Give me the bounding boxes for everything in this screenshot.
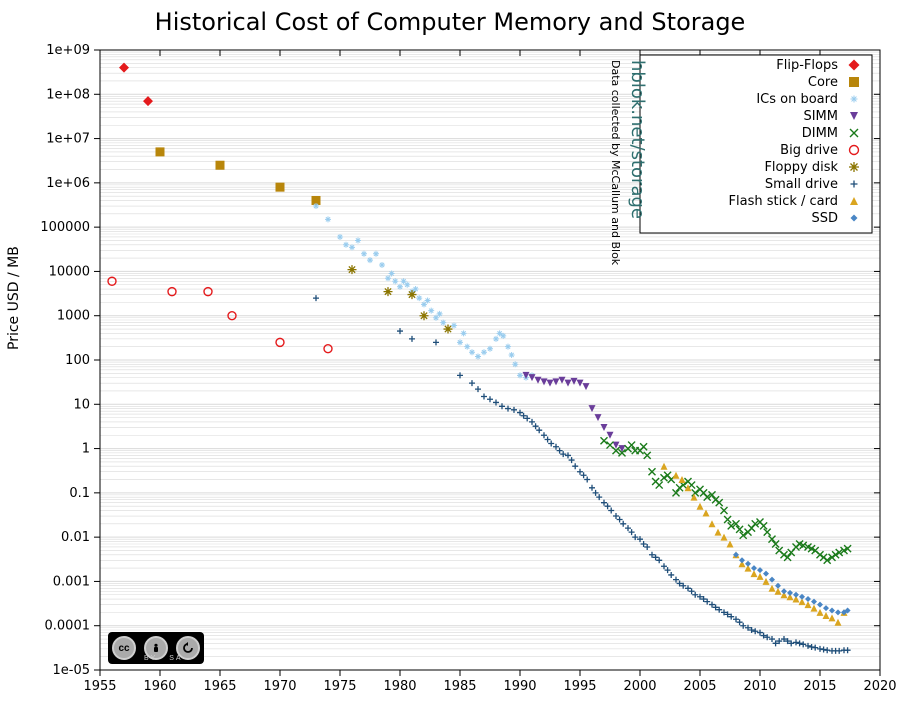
legend-item-label: SIMM <box>803 109 838 124</box>
y-tick-label: 1e+07 <box>46 132 90 147</box>
x-tick-label: 2000 <box>623 679 656 694</box>
series-ics <box>313 203 535 381</box>
legend-item-label: Core <box>808 75 838 90</box>
x-tick-label: 1995 <box>563 679 596 694</box>
legend-item-label: Flip-Flops <box>776 58 838 73</box>
y-tick-label: 10000 <box>49 264 90 279</box>
x-tick-label: 1985 <box>443 679 476 694</box>
x-tick-label: 2020 <box>863 679 896 694</box>
y-tick-label: 0.1 <box>69 486 90 501</box>
y-tick-label: 100 <box>65 353 90 368</box>
watermark-credit: Data collected by McCallum and Blok <box>609 60 622 266</box>
series-flipflops <box>119 63 153 107</box>
y-tick-label: 0.0001 <box>45 619 91 634</box>
x-tick-label: 1975 <box>323 679 356 694</box>
y-tick-label: 1e+08 <box>46 87 90 102</box>
chart-area: 1955 1960 1965 1970 1975 1980 1985 1990 1995 2000… <box>0 0 900 704</box>
y-tick-label: 1000 <box>57 309 90 324</box>
y-tick-label: 100000 <box>40 220 90 235</box>
x-tick-label: 1955 <box>83 679 116 694</box>
chart-svg: 1955 1960 1965 1970 1975 1980 1985 1990 1995 2000… <box>0 0 900 700</box>
series-simm <box>523 372 626 452</box>
x-tick-label: 1970 <box>263 679 296 694</box>
series-smalldrive <box>313 295 851 654</box>
y-tick-label: 1e+06 <box>46 176 90 191</box>
legend-item-label: Small drive <box>765 177 838 192</box>
series-floppy <box>348 265 453 333</box>
x-tick-label: 1980 <box>383 679 416 694</box>
y-tick-label: 1 <box>82 442 90 457</box>
x-tick-label: 1990 <box>503 679 536 694</box>
series-dimm <box>601 437 852 564</box>
watermark-url: hblok.net/storage <box>627 60 648 219</box>
x-tick-label: 2010 <box>743 679 776 694</box>
legend-item-label: Floppy disk <box>764 160 838 175</box>
series-bigdrive <box>108 277 332 352</box>
x-tick-label: 1960 <box>143 679 176 694</box>
cc-sa-text: SA <box>169 655 182 662</box>
y-tick-label: 0.001 <box>53 574 90 589</box>
cc-logo-icon: cc <box>112 636 136 660</box>
legend-item-label: Flash stick / card <box>729 194 838 209</box>
legend-item-label: SSD <box>811 211 838 226</box>
legend-item-label: DIMM <box>802 126 838 141</box>
cc-by-text: BY <box>144 655 157 662</box>
cc-by-sa-badge: cc BY SA <box>108 632 204 664</box>
y-tick-label: 1e+09 <box>46 43 90 58</box>
x-tick-label: 2005 <box>683 679 716 694</box>
y-tick-label: 10 <box>73 397 90 412</box>
y-tick-label: 1e-05 <box>52 663 90 678</box>
legend-item-label: ICs on board <box>756 92 838 107</box>
x-tick-label: 2015 <box>803 679 836 694</box>
legend-item-label: Big drive <box>780 143 838 158</box>
x-tick-label: 1965 <box>203 679 236 694</box>
y-tick-label: 0.01 <box>61 530 90 545</box>
